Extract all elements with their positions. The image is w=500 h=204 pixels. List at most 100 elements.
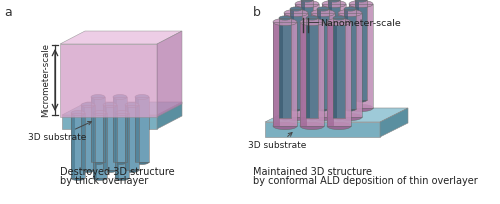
Ellipse shape bbox=[81, 103, 95, 108]
Polygon shape bbox=[93, 113, 107, 178]
Polygon shape bbox=[279, 18, 291, 118]
Polygon shape bbox=[265, 108, 408, 122]
Ellipse shape bbox=[328, 98, 340, 102]
Ellipse shape bbox=[344, 7, 356, 11]
Ellipse shape bbox=[311, 9, 335, 17]
Polygon shape bbox=[295, 4, 319, 108]
Ellipse shape bbox=[135, 94, 149, 100]
Polygon shape bbox=[103, 105, 107, 170]
Ellipse shape bbox=[71, 111, 85, 115]
Ellipse shape bbox=[91, 160, 105, 164]
Text: Nanometer-scale: Nanometer-scale bbox=[320, 19, 401, 28]
Ellipse shape bbox=[115, 111, 129, 115]
Polygon shape bbox=[113, 97, 117, 162]
Ellipse shape bbox=[93, 111, 107, 115]
Polygon shape bbox=[62, 102, 182, 115]
Ellipse shape bbox=[317, 107, 329, 111]
Text: Micrometer-scale: Micrometer-scale bbox=[42, 43, 50, 117]
Polygon shape bbox=[265, 122, 380, 137]
Ellipse shape bbox=[338, 9, 362, 17]
Ellipse shape bbox=[91, 94, 105, 100]
Ellipse shape bbox=[311, 113, 335, 121]
Polygon shape bbox=[317, 9, 320, 109]
Ellipse shape bbox=[125, 167, 139, 172]
Polygon shape bbox=[125, 105, 129, 170]
Ellipse shape bbox=[327, 122, 351, 130]
Ellipse shape bbox=[300, 122, 324, 130]
Ellipse shape bbox=[355, 98, 367, 102]
Polygon shape bbox=[125, 105, 139, 170]
Polygon shape bbox=[338, 13, 345, 117]
Ellipse shape bbox=[322, 0, 346, 8]
Polygon shape bbox=[328, 0, 340, 100]
Ellipse shape bbox=[284, 9, 308, 17]
Polygon shape bbox=[349, 4, 373, 108]
Polygon shape bbox=[355, 0, 367, 100]
Polygon shape bbox=[60, 31, 182, 44]
Polygon shape bbox=[273, 22, 280, 126]
Polygon shape bbox=[81, 105, 95, 170]
Ellipse shape bbox=[273, 122, 297, 130]
Ellipse shape bbox=[279, 16, 291, 20]
Polygon shape bbox=[300, 22, 307, 126]
Ellipse shape bbox=[349, 104, 373, 112]
Ellipse shape bbox=[327, 18, 351, 26]
Ellipse shape bbox=[300, 18, 324, 26]
Polygon shape bbox=[333, 18, 336, 118]
Ellipse shape bbox=[115, 176, 129, 181]
Ellipse shape bbox=[295, 0, 319, 8]
Polygon shape bbox=[317, 9, 329, 109]
Polygon shape bbox=[290, 9, 302, 109]
Ellipse shape bbox=[273, 18, 297, 26]
Ellipse shape bbox=[93, 176, 107, 181]
Polygon shape bbox=[91, 97, 105, 162]
Polygon shape bbox=[349, 4, 356, 108]
Text: 3D substrate: 3D substrate bbox=[248, 133, 306, 150]
Polygon shape bbox=[322, 4, 329, 108]
Polygon shape bbox=[338, 13, 362, 117]
Text: by conformal ALD deposition of thin overlayer: by conformal ALD deposition of thin over… bbox=[253, 176, 478, 186]
Text: 3D substrate: 3D substrate bbox=[28, 122, 92, 142]
Ellipse shape bbox=[355, 0, 367, 2]
Ellipse shape bbox=[113, 160, 127, 164]
Polygon shape bbox=[62, 115, 157, 129]
Polygon shape bbox=[301, 0, 304, 100]
Polygon shape bbox=[71, 113, 75, 178]
Polygon shape bbox=[300, 22, 324, 126]
Ellipse shape bbox=[333, 116, 345, 120]
Polygon shape bbox=[157, 31, 182, 117]
Polygon shape bbox=[115, 113, 129, 178]
Polygon shape bbox=[284, 13, 291, 117]
Ellipse shape bbox=[333, 16, 345, 20]
Polygon shape bbox=[327, 22, 334, 126]
Ellipse shape bbox=[125, 103, 139, 108]
Polygon shape bbox=[355, 0, 358, 100]
Ellipse shape bbox=[290, 7, 302, 11]
Text: a: a bbox=[4, 6, 12, 19]
Ellipse shape bbox=[135, 160, 149, 164]
Ellipse shape bbox=[103, 167, 117, 172]
Polygon shape bbox=[290, 9, 294, 109]
Ellipse shape bbox=[349, 0, 373, 8]
Ellipse shape bbox=[322, 104, 346, 112]
Polygon shape bbox=[311, 13, 318, 117]
Polygon shape bbox=[81, 105, 85, 170]
Polygon shape bbox=[60, 44, 157, 117]
Ellipse shape bbox=[103, 103, 117, 108]
Ellipse shape bbox=[317, 7, 329, 11]
Polygon shape bbox=[273, 22, 297, 126]
Polygon shape bbox=[135, 97, 139, 162]
Polygon shape bbox=[71, 113, 85, 178]
Polygon shape bbox=[327, 22, 351, 126]
Ellipse shape bbox=[328, 0, 340, 2]
Polygon shape bbox=[279, 18, 282, 118]
Polygon shape bbox=[344, 9, 356, 109]
Polygon shape bbox=[328, 0, 332, 100]
Ellipse shape bbox=[301, 0, 313, 2]
Text: by thick overlayer: by thick overlayer bbox=[60, 176, 148, 186]
Ellipse shape bbox=[81, 167, 95, 172]
Ellipse shape bbox=[306, 16, 318, 20]
Polygon shape bbox=[113, 97, 127, 162]
Polygon shape bbox=[91, 97, 95, 162]
Polygon shape bbox=[115, 113, 119, 178]
